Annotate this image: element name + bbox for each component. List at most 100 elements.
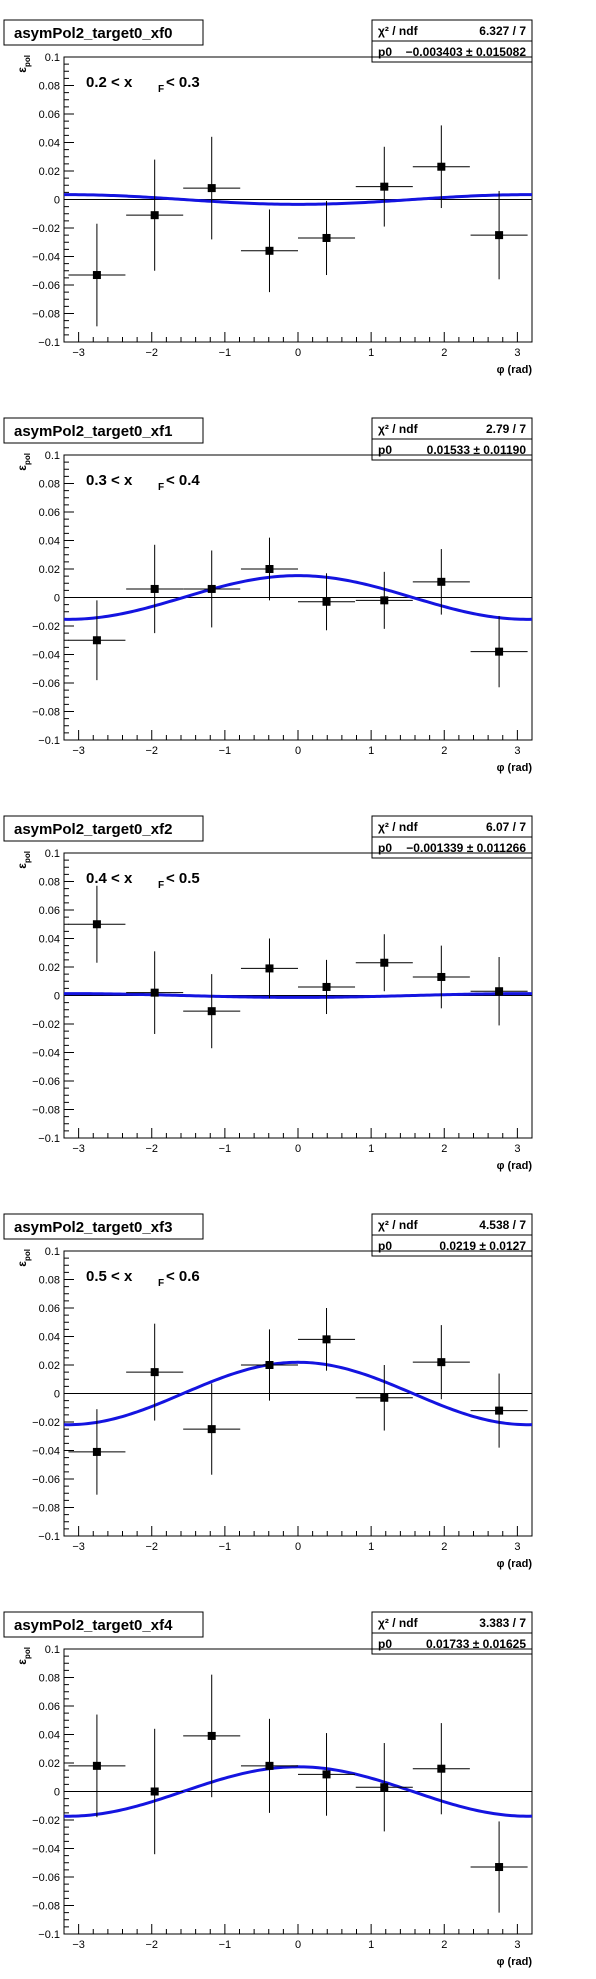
stats-chi2-value: 6.327 / 7 (479, 24, 526, 38)
y-tick-label: 0.08 (39, 1275, 60, 1287)
data-point (68, 885, 126, 963)
y-tick-label: −0.02 (32, 223, 60, 235)
y-tick-label: 0.04 (39, 1730, 60, 1742)
y-axis-label: ε (15, 1659, 29, 1665)
x-tick-label: −3 (72, 1939, 85, 1951)
x-tick-label: 3 (514, 1939, 520, 1951)
marker-square (150, 988, 159, 997)
x-tick-label: 0 (295, 745, 301, 757)
marker-square (322, 233, 331, 242)
data-point (298, 200, 356, 276)
y-tick-label: 0.04 (39, 138, 60, 150)
y-tick-label: −0.1 (38, 337, 60, 349)
fit-curve (63, 1360, 533, 1427)
y-tick-label: 0.08 (39, 479, 60, 491)
y-tick-label: 0.08 (39, 81, 60, 93)
marker-square (322, 982, 331, 991)
y-tick-label: −0.08 (32, 1503, 60, 1515)
marker-square (207, 1731, 216, 1740)
y-tick-label: 0.02 (39, 1758, 60, 1770)
y-tick-label: 0.08 (39, 877, 60, 889)
stats-chi2-value: 3.383 / 7 (479, 1616, 526, 1630)
chart-panel: asymPol2_target0_xf3 χ² / ndf 4.538 / 7 p0 0… (3, 1213, 533, 1570)
data-point (470, 1373, 528, 1448)
y-tick-label: −0.06 (32, 678, 60, 690)
marker-square (150, 211, 159, 220)
y-tick-label: 0.02 (39, 962, 60, 974)
x-tick-label: 1 (368, 1143, 374, 1155)
marker-square (265, 246, 274, 255)
y-tick-label: 0.06 (39, 507, 60, 519)
x-tick-label: 0 (295, 347, 301, 359)
data-point (298, 1308, 356, 1371)
y-axis-label: ε (15, 863, 29, 869)
x-tick-label: 1 (368, 347, 374, 359)
y-tick-label: 0 (54, 1787, 60, 1799)
y-tick-label: −0.02 (32, 1019, 60, 1031)
marker-square (380, 182, 389, 191)
data-point (470, 616, 528, 688)
y-tick-label: 0.02 (39, 166, 60, 178)
y-tick-label: 0.1 (45, 52, 60, 64)
stats-chi2-label: χ² / ndf (378, 24, 419, 38)
y-tick-label: −0.1 (38, 1531, 60, 1543)
y-tick-label: −0.08 (32, 707, 60, 719)
data-point (183, 974, 241, 1049)
stats-p0-value: 0.01733 ± 0.01625 (426, 1637, 526, 1651)
data-point (470, 1821, 528, 1913)
stats-chi2-value: 2.79 / 7 (486, 422, 526, 436)
y-tick-label: −0.1 (38, 735, 60, 747)
x-tick-label: 2 (441, 1143, 447, 1155)
range-annotation: 0.3 < x (86, 472, 133, 489)
x-axis-label: φ (rad) (497, 1160, 533, 1172)
title-box (3, 1611, 204, 1638)
marker-square (380, 596, 389, 605)
y-tick-label: −0.04 (32, 1446, 60, 1458)
x-axis-label: φ (rad) (497, 762, 533, 774)
range-annotation-tail: < 0.3 (166, 74, 200, 91)
stats-p0-value: 0.0219 ± 0.0127 (439, 1239, 526, 1253)
x-tick-label: −2 (145, 1541, 158, 1553)
stats-chi2-label: χ² / ndf (378, 1218, 419, 1232)
data-point (126, 951, 184, 1034)
y-tick-label: −0.04 (32, 252, 60, 264)
x-tick-label: 2 (441, 745, 447, 757)
stats-chi2-value: 6.07 / 7 (486, 820, 526, 834)
data-point (240, 1718, 298, 1813)
x-tick-label: −1 (219, 1143, 232, 1155)
x-tick-label: −1 (219, 1939, 232, 1951)
marker-square (265, 565, 274, 573)
x-tick-label: −3 (72, 745, 85, 757)
data-point (126, 1323, 184, 1421)
y-tick-label: −0.04 (32, 1844, 60, 1856)
data-point (126, 1728, 184, 1855)
y-tick-label: 0.1 (45, 1644, 60, 1656)
y-tick-label: 0.1 (45, 450, 60, 462)
stats-chi2-label: χ² / ndf (378, 1616, 419, 1630)
marker-square (495, 231, 504, 240)
y-tick-label: 0 (54, 195, 60, 207)
x-tick-label: 0 (295, 1939, 301, 1951)
chart-title: asymPol2_target0_xf1 (14, 423, 172, 440)
data-point (68, 1714, 126, 1818)
marker-square (437, 972, 446, 981)
data-point (298, 573, 356, 631)
data-point (355, 1365, 413, 1431)
y-tick-label: −0.04 (32, 1048, 60, 1060)
data-point (412, 125, 470, 209)
marker-square (495, 647, 504, 656)
x-tick-label: −3 (72, 347, 85, 359)
data-point (126, 159, 184, 271)
stats-chi2-label: χ² / ndf (378, 422, 419, 436)
x-tick-label: 2 (441, 1541, 447, 1553)
y-tick-label: 0.02 (39, 1360, 60, 1372)
marker-square (437, 1358, 446, 1367)
x-tick-label: 2 (441, 347, 447, 359)
y-tick-label: −0.06 (32, 1076, 60, 1088)
data-point (470, 957, 528, 1026)
data-point (240, 1329, 298, 1401)
range-annotation: 0.2 < x (86, 74, 133, 91)
chart-title: asymPol2_target0_xf2 (14, 821, 172, 838)
